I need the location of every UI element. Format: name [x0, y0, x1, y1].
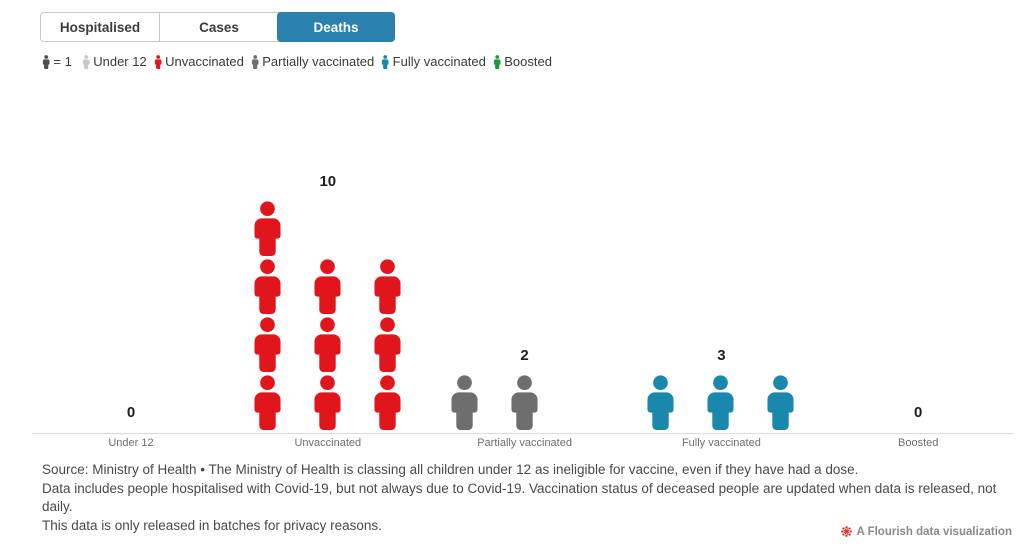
note-line: Data includes people hospitalised with C…: [42, 480, 997, 515]
legend-item-fully-vaccinated: Fully vaccinated: [381, 54, 486, 69]
person-icon: [450, 375, 478, 430]
legend-label: Partially vaccinated: [262, 54, 375, 69]
source-notes: Source: Ministry of Health • The Ministr…: [42, 461, 1002, 535]
icon-stack: [311, 259, 344, 430]
count-label: 2: [520, 347, 529, 364]
legend-label: Boosted: [504, 54, 552, 69]
person-icon: [254, 259, 281, 314]
tab-hospitalised[interactable]: Hospitalised: [59, 19, 141, 35]
icon-stack: [251, 201, 284, 430]
person-icon: [374, 259, 401, 314]
person-icon: [42, 54, 53, 69]
legend-item-under-12: Under 12: [82, 54, 147, 69]
tab-cases[interactable]: Cases: [159, 13, 278, 41]
person-icon: [314, 259, 341, 314]
note-line: This data is only released in batches fo…: [42, 517, 382, 533]
tab-bar: Hospitalised Cases Deaths: [40, 12, 395, 42]
person-icon: [154, 54, 165, 69]
category-label: Fully vaccinated: [681, 437, 761, 449]
icon-stack: [644, 375, 677, 430]
category-label: Boosted: [898, 437, 939, 449]
count-label: 0: [914, 404, 923, 421]
count-label: 0: [126, 404, 136, 421]
flourish-attribution-link[interactable]: A Flourish data visualization: [840, 525, 1013, 538]
icon-stack: [764, 375, 797, 430]
category-label: Unvaccinated: [294, 437, 362, 449]
person-icon: [381, 54, 392, 69]
count-label: 10: [319, 173, 337, 190]
x-axis-line: [32, 433, 1014, 434]
legend-item-unit: = 1: [42, 54, 72, 69]
person-icon: [767, 375, 794, 430]
legend: = 1 Under 12 Unvaccinated Partially vaccina…: [42, 54, 559, 69]
category-label: Under 12: [108, 437, 154, 449]
person-icon: [254, 375, 281, 430]
legend-label: Unvaccinated: [165, 54, 244, 69]
category-label: Partially vaccinated: [477, 437, 572, 449]
person-icon: [510, 375, 538, 430]
icon-stack: [508, 375, 541, 430]
person-icon: [254, 317, 281, 372]
person-icon: [254, 201, 281, 256]
icon-stack: [448, 375, 481, 430]
legend-item-unvaccinated: Unvaccinated: [154, 54, 244, 69]
person-icon: [374, 375, 401, 430]
person-icon: [707, 375, 734, 430]
legend-item-boosted: Boosted: [493, 54, 552, 69]
person-icon: [493, 54, 504, 69]
icon-stack: [371, 259, 404, 430]
person-icon: [314, 375, 341, 430]
flourish-logo-icon: [840, 526, 852, 537]
count-label: 3: [717, 347, 726, 364]
legend-item-partially-vaccinated: Partially vaccinated: [251, 54, 374, 69]
legend-label: Under 12: [93, 54, 147, 69]
person-icon: [82, 54, 93, 69]
legend-label: = 1: [53, 54, 72, 69]
tab-deaths[interactable]: Deaths: [277, 12, 395, 42]
person-icon: [374, 317, 401, 372]
flourish-attribution-label: A Flourish data visualization: [856, 525, 1013, 538]
icon-stack: [704, 375, 737, 430]
source-line: Source: Ministry of Health • The Ministr…: [42, 462, 859, 477]
pictogram-chart: 0 Under 12 10 Unvaccinated 2 Partially vaccin…: [32, 173, 1014, 449]
person-icon: [647, 375, 674, 430]
person-icon: [251, 54, 262, 69]
legend-label: Fully vaccinated: [392, 54, 486, 69]
person-icon: [314, 317, 341, 372]
